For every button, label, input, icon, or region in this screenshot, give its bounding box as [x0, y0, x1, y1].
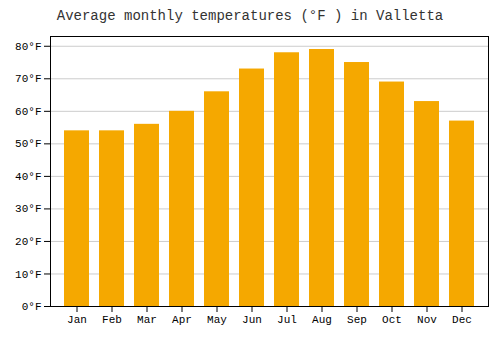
- svg-text:70°F: 70°F: [15, 73, 41, 85]
- svg-text:Jun: Jun: [242, 314, 262, 326]
- svg-text:10°F: 10°F: [15, 268, 41, 280]
- svg-text:Sep: Sep: [347, 314, 367, 326]
- svg-text:0°F: 0°F: [22, 301, 42, 313]
- svg-text:30°F: 30°F: [15, 203, 41, 215]
- svg-text:Jul: Jul: [277, 314, 297, 326]
- svg-text:Oct: Oct: [382, 314, 402, 326]
- svg-text:Feb: Feb: [102, 314, 122, 326]
- svg-text:80°F: 80°F: [15, 41, 41, 53]
- svg-text:20°F: 20°F: [15, 236, 41, 248]
- svg-text:Mar: Mar: [137, 314, 157, 326]
- svg-text:Nov: Nov: [417, 314, 437, 326]
- svg-text:Dec: Dec: [452, 314, 472, 326]
- svg-text:Aug: Aug: [312, 314, 332, 326]
- svg-text:Apr: Apr: [172, 314, 192, 326]
- svg-text:Jan: Jan: [67, 314, 87, 326]
- svg-text:May: May: [207, 314, 227, 326]
- svg-text:50°F: 50°F: [15, 138, 41, 150]
- html-text:Average monthly temperatures (: Average monthly temperatures (°F ) in Va…: [56, 8, 444, 24]
- svg-text:60°F: 60°F: [15, 106, 41, 118]
- svg-text:40°F: 40°F: [15, 171, 41, 183]
